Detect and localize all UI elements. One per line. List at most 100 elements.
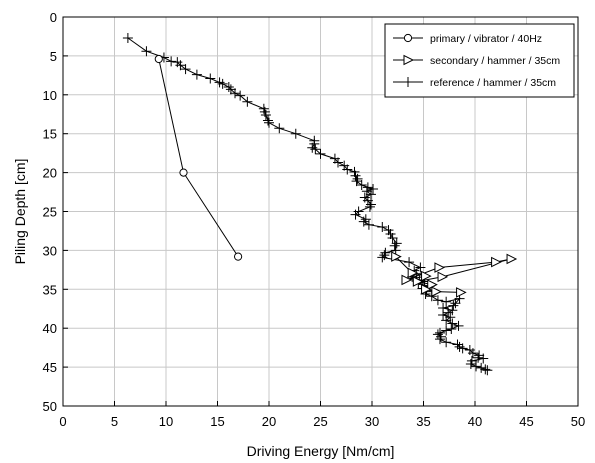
data-point-circle	[179, 168, 188, 177]
legend-label: secondary / hammer / 35cm	[430, 55, 560, 67]
data-point-plus	[264, 117, 274, 128]
x-tick-label: 25	[313, 414, 327, 429]
data-point-plus	[363, 219, 374, 230]
x-tick-label: 40	[468, 414, 482, 429]
data-point-circle	[154, 54, 163, 64]
data-point-plus	[387, 232, 398, 243]
x-tick-label: 20	[262, 414, 276, 429]
data-point-plus	[436, 331, 447, 342]
data-point-plus	[377, 222, 388, 233]
data-point-plus	[478, 353, 489, 364]
legend-marker	[403, 54, 415, 66]
data-point-triangle-right	[431, 286, 442, 297]
data-point-plus	[471, 361, 482, 372]
data-point-triangle-right	[401, 274, 413, 286]
data-point-plus	[260, 110, 271, 121]
data-point-plus	[377, 252, 388, 263]
x-axis-title: Driving Energy [Nm/cm]	[247, 443, 395, 459]
data-point-plus	[441, 296, 452, 307]
data-point-plus	[309, 138, 320, 149]
data-point-plus	[351, 176, 362, 187]
series-layer	[122, 33, 518, 376]
data-point-plus	[365, 199, 376, 210]
legend-entry: reference / hammer / 35cm	[393, 77, 556, 89]
legend-label: reference / hammer / 35cm	[430, 77, 556, 89]
x-tick-label: 10	[159, 414, 173, 429]
x-tick-label: 35	[416, 414, 430, 429]
data-point-triangle-right	[391, 251, 402, 262]
data-point-plus	[362, 182, 373, 193]
data-point-plus	[448, 300, 459, 311]
legend-marker	[403, 77, 413, 87]
legend-entry: secondary / hammer / 35cm	[393, 54, 560, 67]
data-point-plus	[482, 365, 493, 376]
data-point-plus	[350, 209, 361, 220]
data-point-triangle-right	[456, 287, 467, 298]
data-point-plus	[235, 90, 246, 101]
legend: primary / vibrator / 40Hz secondary / ham…	[384, 23, 575, 98]
x-tick-label: 0	[59, 414, 66, 429]
data-point-plus	[217, 78, 228, 89]
x-tick-label: 50	[571, 414, 585, 429]
x-tick-label: 30	[365, 414, 379, 429]
data-point-plus	[290, 128, 301, 139]
y-tick-label: 0	[50, 10, 57, 25]
data-point-plus	[441, 325, 452, 336]
data-point-triangle-right	[407, 267, 419, 279]
legend-label: primary / vibrator / 40Hz	[430, 33, 542, 45]
data-point-plus	[385, 229, 396, 240]
y-tick-label: 40	[43, 321, 57, 336]
x-tick-label: 45	[519, 414, 533, 429]
data-point-plus	[230, 88, 241, 99]
y-axis-title: Piling Depth [cm]	[12, 159, 28, 265]
y-tick-label: 15	[43, 127, 57, 142]
data-point-plus	[364, 201, 375, 212]
data-point-plus	[315, 148, 326, 159]
data-point-plus	[480, 364, 491, 375]
data-point-plus	[415, 262, 426, 273]
data-point-triangle-right	[421, 283, 432, 295]
series-triangle-right	[391, 251, 518, 298]
data-point-plus	[473, 352, 484, 363]
data-point-plus	[360, 214, 371, 225]
data-point-plus	[358, 216, 369, 227]
data-point-triangle-right	[506, 253, 518, 265]
data-point-plus	[175, 60, 186, 71]
data-point-plus	[446, 323, 457, 334]
data-point-plus	[447, 305, 458, 316]
data-point-plus	[379, 250, 390, 261]
data-point-plus	[262, 115, 273, 126]
x-tick-label: 5	[111, 414, 118, 429]
legend-items: primary / vibrator / 40Hz secondary / ham…	[393, 33, 560, 89]
data-point-plus	[467, 348, 478, 359]
y-tick-label: 50	[43, 399, 57, 414]
data-point-plus	[122, 33, 133, 44]
data-point-plus	[389, 240, 400, 251]
data-point-plus	[453, 320, 464, 331]
data-point-plus	[465, 358, 476, 369]
data-point-plus	[457, 343, 468, 354]
data-point-plus	[441, 337, 452, 348]
data-point-plus	[349, 166, 360, 177]
data-point-plus	[450, 298, 461, 309]
y-tick-label: 10	[43, 88, 57, 103]
y-tick-label: 30	[43, 243, 57, 258]
data-point-plus	[383, 225, 394, 236]
data-point-plus	[342, 164, 353, 175]
data-point-plus	[225, 84, 236, 95]
data-point-circle	[234, 252, 243, 261]
data-point-plus	[404, 257, 415, 268]
data-point-triangle-right	[491, 256, 502, 268]
data-point-plus	[443, 307, 454, 318]
y-tick-label: 20	[43, 166, 57, 181]
data-point-plus	[365, 189, 376, 200]
data-point-triangle-right	[412, 276, 424, 287]
data-point-plus	[391, 238, 402, 249]
data-point-plus	[223, 82, 234, 93]
data-point-plus	[205, 73, 216, 84]
data-point-triangle-right	[421, 270, 432, 282]
data-point-plus	[191, 69, 202, 80]
data-point-plus	[441, 315, 452, 326]
